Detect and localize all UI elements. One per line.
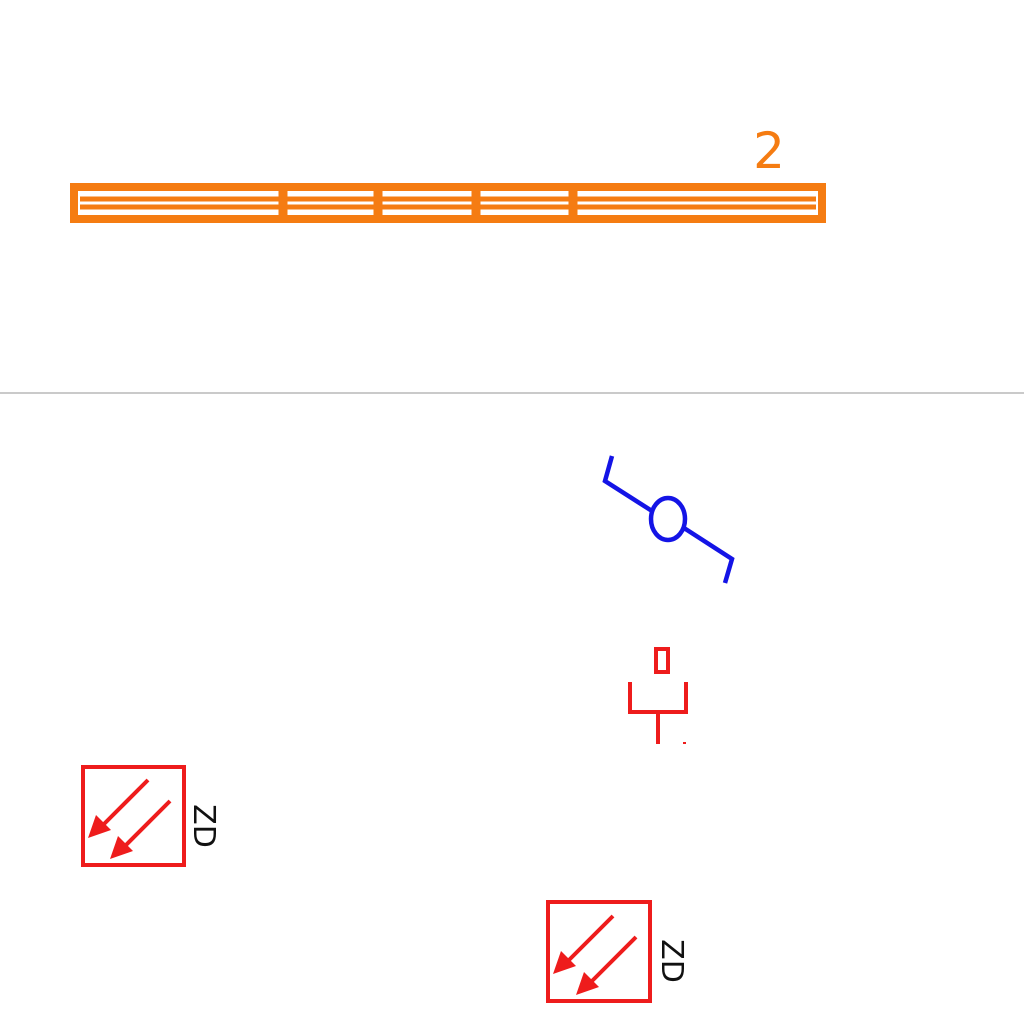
- rail-outer: [70, 183, 826, 223]
- double-arrow-icon: [546, 900, 652, 1003]
- valve-icon: [602, 455, 735, 584]
- rail-element: 2: [70, 122, 826, 223]
- double-arrow-icon: [81, 765, 186, 867]
- zd-symbol-1: ZD: [81, 765, 221, 867]
- rail-number-label: 2: [753, 122, 785, 180]
- zd-label-2: ZD: [654, 939, 689, 983]
- socket-icon: [628, 647, 688, 744]
- zd-symbol-2: ZD: [546, 900, 689, 1003]
- zd-label-1: ZD: [186, 804, 221, 848]
